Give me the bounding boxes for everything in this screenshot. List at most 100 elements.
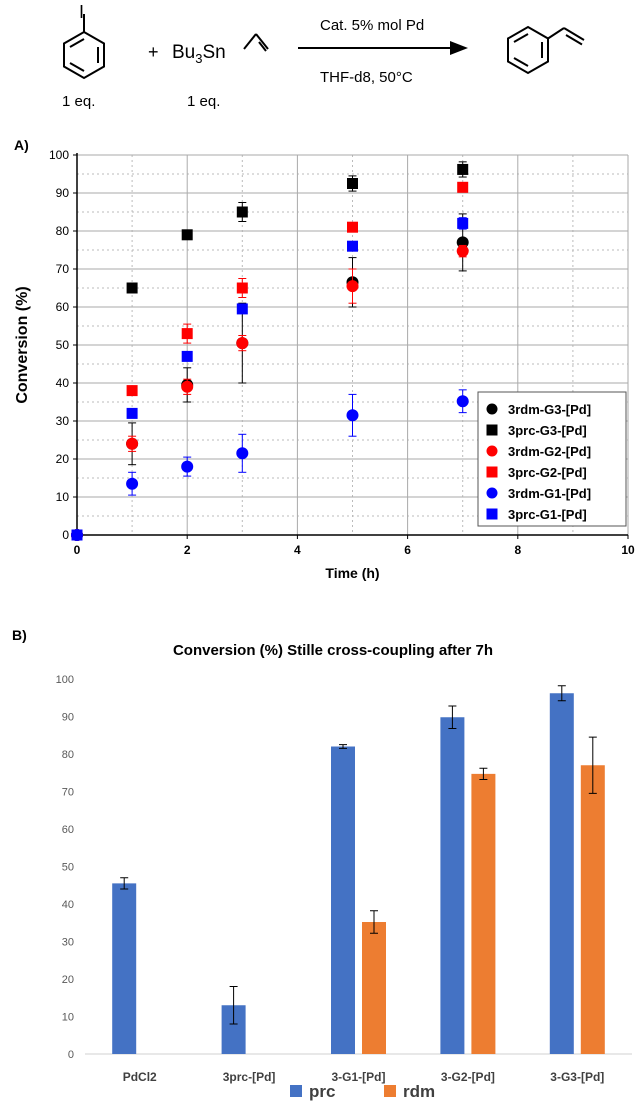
legend-marker xyxy=(486,466,498,478)
legend: 3rdm-G3-[Pd] 3prc-G3-[Pd] 3rdm-G2-[Pd] 3prc… xyxy=(477,391,627,527)
data-point xyxy=(126,477,139,490)
x-tick-label: 2 xyxy=(184,543,191,557)
reaction-scheme xyxy=(63,14,585,80)
legend-marker xyxy=(486,508,498,520)
catalyst-label: Cat. 5% mol Pd xyxy=(320,17,424,34)
bar xyxy=(440,717,465,1054)
y-tick-label: 90 xyxy=(56,186,70,200)
data-point xyxy=(456,245,469,258)
x-axis-label: Time (h) xyxy=(325,565,379,581)
data-point xyxy=(126,385,138,397)
vinyl-group-structure xyxy=(243,33,269,52)
legend: prc rdm xyxy=(290,1082,435,1101)
x-tick-label: 10 xyxy=(621,543,635,557)
data-point xyxy=(181,328,193,340)
styrene-structure xyxy=(507,25,585,75)
y-tick-label: 10 xyxy=(62,1012,74,1024)
bar xyxy=(471,773,496,1054)
bar xyxy=(549,693,574,1054)
x-tick-label: 6 xyxy=(404,543,411,557)
data-point xyxy=(456,395,469,408)
legend-marker xyxy=(486,424,498,436)
y-tick-label: 30 xyxy=(56,414,70,428)
legend-label: 3prc-G1-[Pd] xyxy=(508,507,587,522)
y-tick-label: 40 xyxy=(56,376,70,390)
data-point xyxy=(236,206,248,218)
data-point xyxy=(236,337,249,350)
y-tick-label: 50 xyxy=(56,338,70,352)
legend-label: prc xyxy=(309,1082,335,1101)
conversion-bar-chart: 0 10 20 30 40 50 60 70 80 90 100 PdCl2 3prc-[Pd] 3-G1… xyxy=(56,674,632,1101)
category-label: PdCl2 xyxy=(123,1070,157,1084)
plus-sign: + xyxy=(148,42,159,62)
y-tick-label: 20 xyxy=(62,974,74,986)
conditions-label: THF-d8, 50°C xyxy=(320,69,413,86)
data-point xyxy=(457,181,469,193)
reaction-arrow xyxy=(298,41,468,55)
y-tick-label: 50 xyxy=(62,862,74,874)
series-prc xyxy=(112,685,574,1054)
y-tick-label: 100 xyxy=(49,148,69,162)
x-tick-label: 8 xyxy=(514,543,521,557)
y-tick-label: 40 xyxy=(62,899,74,911)
bar xyxy=(580,765,605,1054)
data-point xyxy=(236,282,248,294)
data-point xyxy=(126,407,138,419)
conversion-vs-time-scatter: 0 10 20 30 40 50 60 70 80 90 100 0 2 4 6 8 10 Time (h) Con… xyxy=(14,148,635,581)
reactant1-equivalents: 1 eq. xyxy=(62,93,95,110)
legend-label: rdm xyxy=(403,1082,435,1101)
reactant2-equivalents: 1 eq. xyxy=(187,93,220,110)
data-point xyxy=(236,447,249,460)
legend-marker xyxy=(486,403,498,415)
legend-marker xyxy=(486,487,498,499)
data-point xyxy=(347,240,358,252)
panel-a-label: A) xyxy=(14,137,29,153)
legend-label: 3rdm-G1-[Pd] xyxy=(508,486,591,501)
x-tick-label: 0 xyxy=(74,543,81,557)
category-label: 3-G2-[Pd] xyxy=(441,1070,495,1084)
y-tick-label: 80 xyxy=(56,224,70,238)
bar-chart-title: Conversion (%) Stille cross-coupling aft… xyxy=(173,642,493,659)
data-point xyxy=(346,409,359,422)
bar xyxy=(362,922,386,1054)
data-point xyxy=(181,380,194,393)
y-tick-label: 100 xyxy=(56,674,74,686)
y-tick-label: 0 xyxy=(62,528,69,542)
legend-swatch xyxy=(384,1085,396,1097)
data-point xyxy=(347,221,358,233)
y-tick-label: 70 xyxy=(62,787,74,799)
y-tick-label: 10 xyxy=(56,490,70,504)
category-label: 3prc-[Pd] xyxy=(223,1070,276,1084)
y-tick-label: 80 xyxy=(62,749,74,761)
y-tick-label: 90 xyxy=(62,712,74,724)
series-3rdm-G3-[Pd] xyxy=(71,213,469,541)
data-point xyxy=(457,217,469,229)
category-label: 3-G3-[Pd] xyxy=(550,1070,604,1084)
data-point xyxy=(457,163,469,175)
legend-label: 3rdm-G3-[Pd] xyxy=(508,402,591,417)
y-tick-label: 20 xyxy=(56,452,70,466)
iodobenzene-structure xyxy=(63,14,105,80)
legend-marker xyxy=(486,445,498,457)
legend-label: 3prc-G2-[Pd] xyxy=(508,465,587,480)
y-tick-label: 30 xyxy=(62,937,74,949)
iodine-atom-label: I xyxy=(79,2,84,22)
category-label: 3-G1-[Pd] xyxy=(332,1070,386,1084)
data-point xyxy=(181,460,194,473)
data-point xyxy=(347,178,358,189)
data-point xyxy=(181,350,193,362)
legend-box xyxy=(477,391,627,527)
data-point xyxy=(346,280,359,293)
tributyltin-label: Bu3Sn xyxy=(172,42,226,66)
legend-label: 3prc-G3-[Pd] xyxy=(508,423,587,438)
y-tick-label: 60 xyxy=(62,824,74,836)
series-3prc-G1-[Pd] xyxy=(71,217,469,541)
bar xyxy=(331,746,355,1054)
y-tick-label: 70 xyxy=(56,262,70,276)
y-axis-label: Conversion (%) xyxy=(14,286,31,403)
bar xyxy=(112,883,137,1054)
data-point xyxy=(126,437,139,450)
legend-label: 3rdm-G2-[Pd] xyxy=(508,444,591,459)
y-tick-label: 60 xyxy=(56,300,70,314)
x-tick-label: 4 xyxy=(294,543,301,557)
